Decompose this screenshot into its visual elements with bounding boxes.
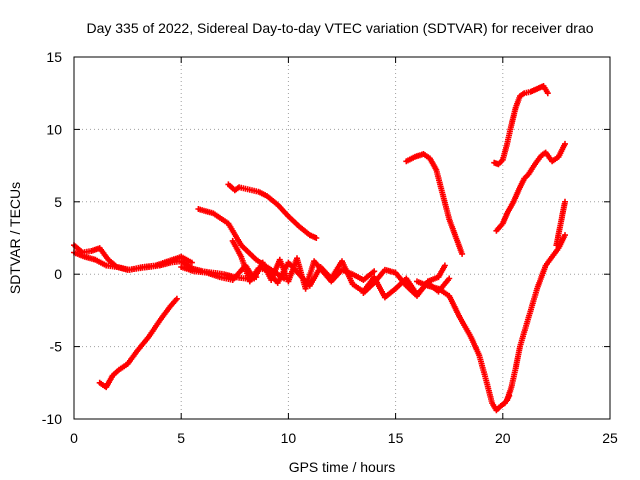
y-tick-label: -10 (42, 411, 62, 427)
x-tick-label: 10 (281, 430, 297, 446)
y-tick-label: 5 (54, 194, 62, 210)
series-track-12 (493, 140, 568, 234)
series-track-9 (403, 151, 466, 257)
x-tick-label: 20 (495, 430, 511, 446)
y-tick-label: -5 (50, 339, 63, 355)
plot-frame (73, 56, 611, 420)
y-axis-label: SDTVAR / TECUs (7, 182, 23, 294)
series-markers (504, 232, 568, 404)
series-track-10 (414, 278, 513, 414)
series-markers (403, 151, 466, 257)
series-markers (225, 181, 320, 241)
series-track-11 (491, 83, 551, 168)
x-tick-label: 5 (177, 430, 185, 446)
y-tick-label: 15 (46, 49, 62, 65)
series-track-3 (96, 295, 180, 391)
series-track-5 (225, 181, 320, 241)
x-tick-label: 0 (70, 430, 78, 446)
series-track-13 (504, 232, 568, 404)
y-tick-label: 10 (46, 121, 62, 137)
series-track-14 (553, 198, 568, 249)
y-tick-label: 0 (54, 266, 62, 282)
axis-ticks: 0 5 10 15 20 25 -10 -5 0 5 10 15 (42, 49, 618, 446)
series-track-8 (360, 262, 448, 299)
x-tick-label: 15 (388, 430, 404, 446)
chart-title: Day 335 of 2022, Sidereal Day-to-day VTE… (86, 20, 593, 36)
grid-lines (74, 57, 610, 419)
series-markers (414, 278, 513, 414)
series-markers (360, 262, 448, 299)
x-axis-label: GPS time / hours (289, 459, 396, 475)
data-series (71, 83, 568, 414)
x-tick-label: 25 (602, 430, 618, 446)
series-markers (96, 295, 180, 391)
